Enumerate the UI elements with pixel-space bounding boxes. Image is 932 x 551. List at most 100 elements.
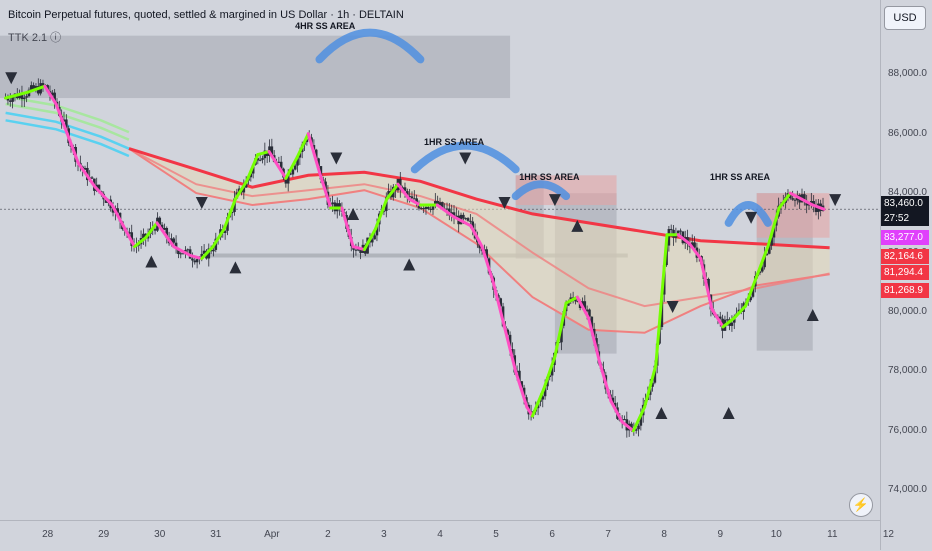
candle-body (588, 309, 591, 317)
candle-body (438, 202, 442, 206)
ss-arc-3 (724, 201, 772, 227)
candle-body (406, 191, 409, 196)
candle-body (506, 329, 510, 335)
candle-body (263, 150, 267, 159)
trend-segment (676, 233, 691, 246)
ema-cyan-2 (5, 119, 130, 158)
ema-fast (128, 147, 830, 250)
sell-signal-icon (548, 194, 561, 207)
trend-segment (687, 242, 703, 261)
trend-segment (317, 170, 333, 210)
trend-segment (407, 197, 422, 207)
candle-body (312, 145, 316, 150)
trend-segment (385, 182, 400, 201)
x-tick: 10 (770, 529, 782, 540)
candle-body (667, 229, 671, 246)
candle-body (550, 365, 554, 376)
candle-body (25, 96, 28, 98)
trend-segment (811, 203, 826, 211)
candle-body (466, 218, 470, 221)
candle-body (356, 249, 360, 251)
x-tick: 29 (98, 529, 110, 540)
trend-segment (469, 224, 484, 249)
sell-signal-icon (829, 194, 842, 207)
candle-body (11, 97, 14, 102)
sell-signal-icon (666, 301, 679, 314)
y-tick: 76,000.0 (888, 424, 927, 436)
candle-body (522, 387, 526, 398)
trend-segment (211, 227, 226, 249)
price-tag: 27:52 (881, 211, 929, 226)
buy-signal-icon (145, 255, 158, 268)
candle-body (177, 248, 180, 255)
x-tick: 11 (827, 529, 838, 540)
candle-body (293, 165, 297, 170)
indicator-label[interactable]: TTK 2.1 ⓘ (8, 32, 62, 44)
candle-body (324, 181, 327, 192)
candle-body (261, 158, 264, 160)
buy-signal-icon (806, 308, 819, 321)
sell-signal-icon (195, 197, 208, 210)
price-tag: 81,294.4 (881, 265, 929, 280)
x-tick: 31 (210, 529, 222, 540)
symbol-title[interactable]: Bitcoin Perpetual futures, quoted, settl… (8, 9, 404, 21)
trend-segment (620, 420, 635, 433)
price-tag: 83,277.0 (881, 230, 929, 245)
candle-body (499, 298, 503, 307)
candle-body (707, 278, 710, 295)
candle-body (186, 249, 190, 251)
tradingview-logo-icon[interactable]: ⚡ (849, 493, 873, 517)
candle-body (291, 169, 295, 175)
trend-segment (351, 245, 366, 252)
trend-segment (435, 203, 456, 219)
candle-body (812, 201, 815, 206)
x-tick: 7 (605, 529, 611, 540)
candle-body (674, 235, 678, 238)
candle-body (398, 178, 402, 190)
ss-area-label: 1HR SS AREA (709, 172, 771, 183)
candle-body (693, 242, 696, 248)
candle-body (32, 85, 35, 90)
candle-body (424, 206, 428, 209)
candle-body (441, 202, 444, 209)
candle-body (230, 212, 234, 214)
candle-body (767, 245, 771, 254)
candle-body (508, 334, 512, 350)
candle-body (511, 349, 514, 356)
ema-cyan-1 (5, 102, 130, 141)
candle-body (256, 158, 260, 161)
trend-segment (721, 316, 736, 329)
y-tick: 86,000.0 (888, 127, 927, 139)
x-tick: 12 (882, 529, 894, 540)
price-tag: 83,460.0 (881, 196, 929, 211)
candle-body (284, 177, 288, 184)
time-axis[interactable] (0, 520, 880, 551)
trend-segment (699, 257, 714, 311)
trend-segment (306, 132, 321, 174)
currency-selector[interactable]: USD (884, 6, 926, 30)
candle-body (179, 253, 183, 255)
trend-segment (76, 161, 97, 189)
candle-body (420, 208, 423, 210)
x-tick: 9 (717, 529, 724, 540)
candle-body (810, 201, 813, 204)
candle-body (354, 249, 358, 251)
candle-body (163, 227, 166, 230)
candle-body (277, 161, 281, 163)
candle-body (613, 402, 617, 408)
buy-signal-icon (403, 258, 416, 271)
candle-body (375, 224, 379, 236)
sell-signal-icon (330, 152, 343, 165)
trend-segment (710, 307, 725, 329)
candle-body (469, 220, 472, 222)
trend-segment (743, 274, 759, 308)
trend-segment (200, 245, 215, 261)
candle-body (634, 429, 638, 431)
candle-body (574, 298, 577, 302)
price-chart[interactable] (0, 0, 880, 520)
trend-segment (26, 84, 47, 94)
candle-body (8, 100, 12, 102)
candle-body (485, 249, 489, 259)
candle-body (62, 119, 66, 122)
